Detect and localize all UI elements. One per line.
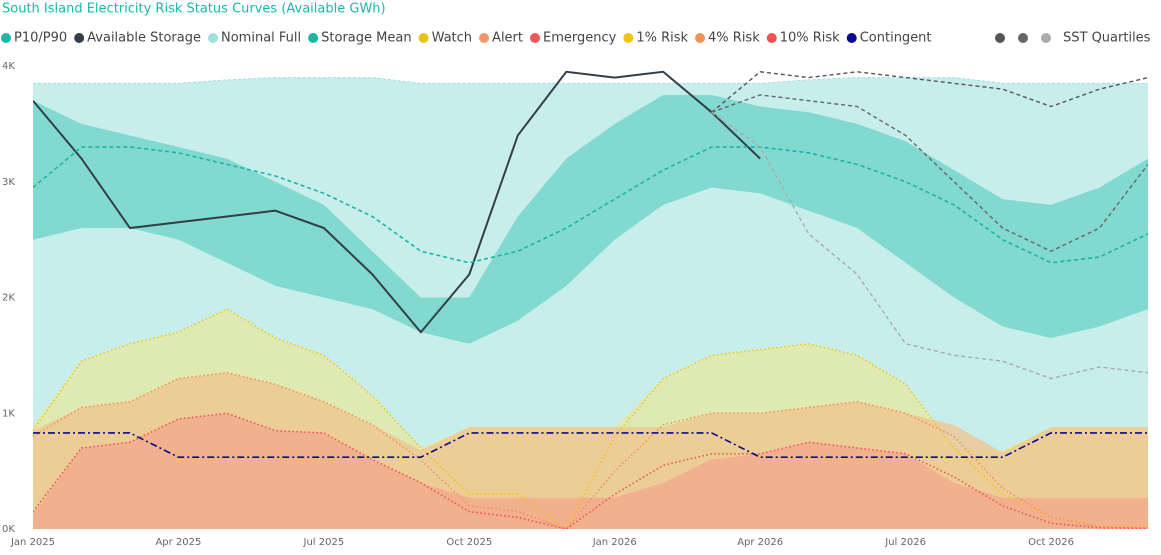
y-tick-label: 2K [2, 293, 15, 304]
x-tick-label: Jul 2025 [303, 537, 345, 548]
legend-dot [208, 33, 218, 43]
legend-dot [530, 33, 540, 43]
y-tick-label: 1K [2, 408, 15, 419]
x-tick-label: Jan 2025 [10, 537, 55, 548]
series-line [33, 412, 1148, 529]
area [33, 413, 1148, 529]
line [33, 77, 1148, 84]
sst-line [711, 71, 1148, 113]
legend-label: Watch [432, 31, 472, 46]
legend-label: 4% Risk [708, 31, 760, 46]
x-tick-label: Jan 2026 [592, 537, 637, 548]
legend-dot [1041, 33, 1051, 43]
x-tick-label: Apr 2025 [155, 537, 201, 548]
sst-line [711, 94, 1148, 252]
legend-label: Emergency [543, 31, 617, 46]
legend-label: Available Storage [87, 31, 201, 46]
legend-dot [479, 33, 490, 43]
y-tick-label: 3K [2, 177, 15, 188]
x-tick-label: Oct 2026 [1028, 537, 1074, 548]
legend-dot [623, 33, 634, 43]
legend-dot [308, 33, 319, 43]
x-tick-label: Oct 2025 [446, 537, 492, 548]
legend-dot [846, 33, 857, 43]
legend-label: 10% Risk [780, 31, 840, 46]
legend-dot [418, 33, 429, 43]
chart-title: South Island Electricity Risk Status Cur… [2, 2, 386, 17]
legend-label: Contingent [860, 31, 932, 46]
legend-dot [995, 33, 1005, 43]
series-line [33, 308, 1148, 529]
legend-dot [695, 33, 706, 43]
legend-dot [766, 33, 777, 43]
series-line [33, 70, 761, 334]
plot-area [33, 70, 1148, 529]
legend-dot [1018, 33, 1028, 43]
x-tick-label: Jul 2026 [884, 537, 926, 548]
axes: 0K 1K 2K 3K 4K Jan 2025 Apr 2025 Jul 2025 Oct 20… [2, 61, 1074, 548]
legend: P10/P90 Available Storage Nominal Full Stor… [1, 31, 1151, 46]
y-tick-label: 0K [2, 524, 15, 535]
legend-label: Alert [492, 31, 523, 46]
legend-label: Storage Mean [321, 31, 411, 46]
sst-line [711, 111, 1148, 380]
legend-label: P10/P90 [14, 31, 67, 46]
legend-label: SST Quartiles [1063, 31, 1151, 46]
y-tick-label: 4K [2, 61, 15, 72]
legend-label: Nominal Full [221, 31, 301, 46]
legend-label: 1% Risk [636, 31, 688, 46]
x-tick-label: Apr 2026 [737, 537, 783, 548]
p10-p90-band [33, 94, 1148, 344]
series-line [33, 432, 1148, 459]
legend-dot [1, 33, 11, 43]
legend-dot [74, 33, 85, 43]
